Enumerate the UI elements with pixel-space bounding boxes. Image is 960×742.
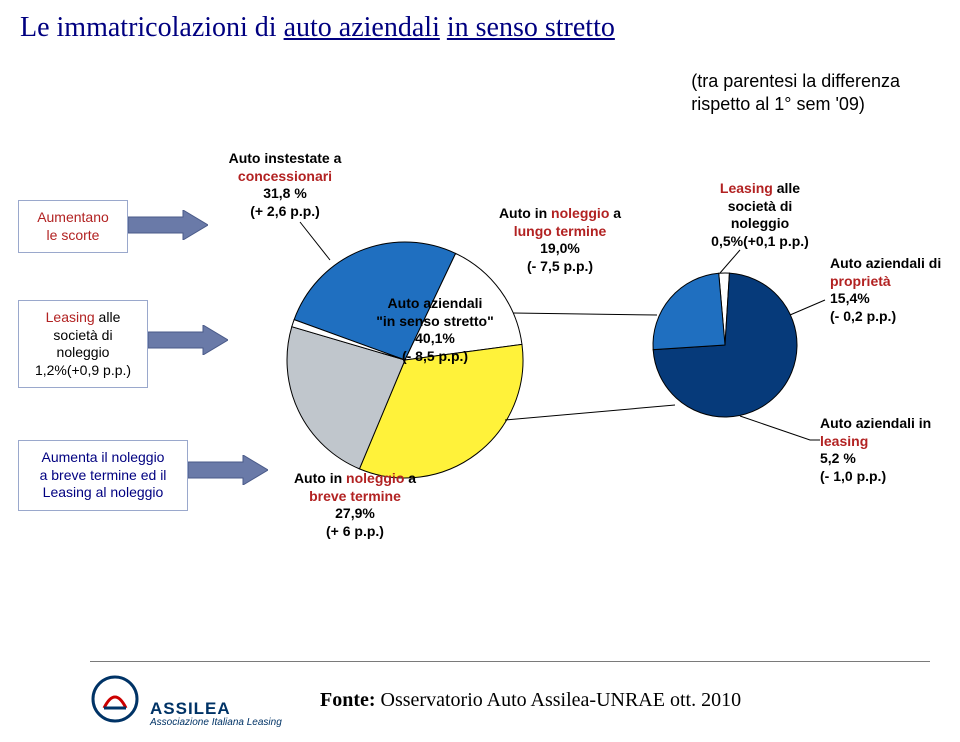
ls-l3: 40,1% (415, 330, 455, 346)
lc-l4: (+ 2,6 p.p.) (250, 203, 320, 219)
ls-l4: (- 8,5 p.p.) (402, 348, 468, 364)
lc-l2: concessionari (238, 168, 332, 184)
label-senso-stretto: Auto aziendali "in senso stretto" 40,1% … (350, 295, 520, 365)
rl-l4: 0,5%(+0,1 p.p.) (711, 233, 809, 249)
rp-l1: Auto aziendali di (830, 255, 941, 271)
assilea-logo-icon (90, 674, 140, 724)
label-concessionari: Auto instestate a concessionari 31,8 % (… (205, 150, 365, 220)
ll-l2: lungo termine (514, 223, 607, 239)
rp-l4: (- 0,2 p.p.) (830, 308, 896, 324)
ll-l3: 19,0% (540, 240, 580, 256)
leader-line (513, 313, 657, 315)
leader-line (740, 416, 820, 440)
lc-l3: 31,8 % (263, 185, 307, 201)
lb-l3: 27,9% (335, 505, 375, 521)
lb-l4: (+ 6 p.p.) (326, 523, 384, 539)
leader-line (720, 250, 740, 273)
rp-l2: proprietà (830, 273, 891, 289)
rp-l3: 15,4% (830, 290, 870, 306)
rle-l4: (- 1,0 p.p.) (820, 468, 886, 484)
source-rest: Osservatorio Auto Assilea-UNRAE ott. 201… (376, 689, 742, 711)
leader-lines (0, 0, 960, 742)
rl-l1: Leasing alle (720, 180, 800, 196)
ls-l2: "in senso stretto" (376, 313, 494, 329)
label-r-proprieta: Auto aziendali di proprietà 15,4% (- 0,2… (830, 255, 960, 325)
lc-l1: Auto instestate a (229, 150, 342, 166)
assilea-logo-text: ASSILEA Associazione Italiana Leasing (150, 700, 282, 728)
lb-l2: breve termine (309, 488, 401, 504)
rl-l2: società di (728, 198, 793, 214)
label-lungo: Auto in noleggio a lungo termine 19,0% (… (480, 205, 640, 275)
rle-l3: 5,2 % (820, 450, 856, 466)
source-bold: Fonte: (320, 689, 376, 711)
rle-l2: leasing (820, 433, 868, 449)
ll-l1: Auto in noleggio a (499, 205, 621, 221)
label-breve: Auto in noleggio a breve termine 27,9% (… (270, 470, 440, 540)
leader-line (505, 405, 675, 420)
ls-l1: Auto aziendali (388, 295, 483, 311)
leader-line (790, 300, 825, 315)
lb-l1: Auto in noleggio a (294, 470, 416, 486)
source-line: Fonte: Osservatorio Auto Assilea-UNRAE o… (320, 689, 741, 712)
leader-line (300, 222, 330, 260)
rle-l1: Auto aziendali in (820, 415, 931, 431)
logo-l1: ASSILEA (150, 699, 231, 718)
label-r-leasing: Auto aziendali in leasing 5,2 % (- 1,0 p… (820, 415, 960, 485)
footer-divider (90, 661, 930, 662)
rl-l3: noleggio (731, 215, 789, 231)
label-r-leasing-noleggio: Leasing alle società di noleggio 0,5%(+0… (700, 180, 820, 250)
logo-l2: Associazione Italiana Leasing (150, 717, 282, 728)
ll-l4: (- 7,5 p.p.) (527, 258, 593, 274)
